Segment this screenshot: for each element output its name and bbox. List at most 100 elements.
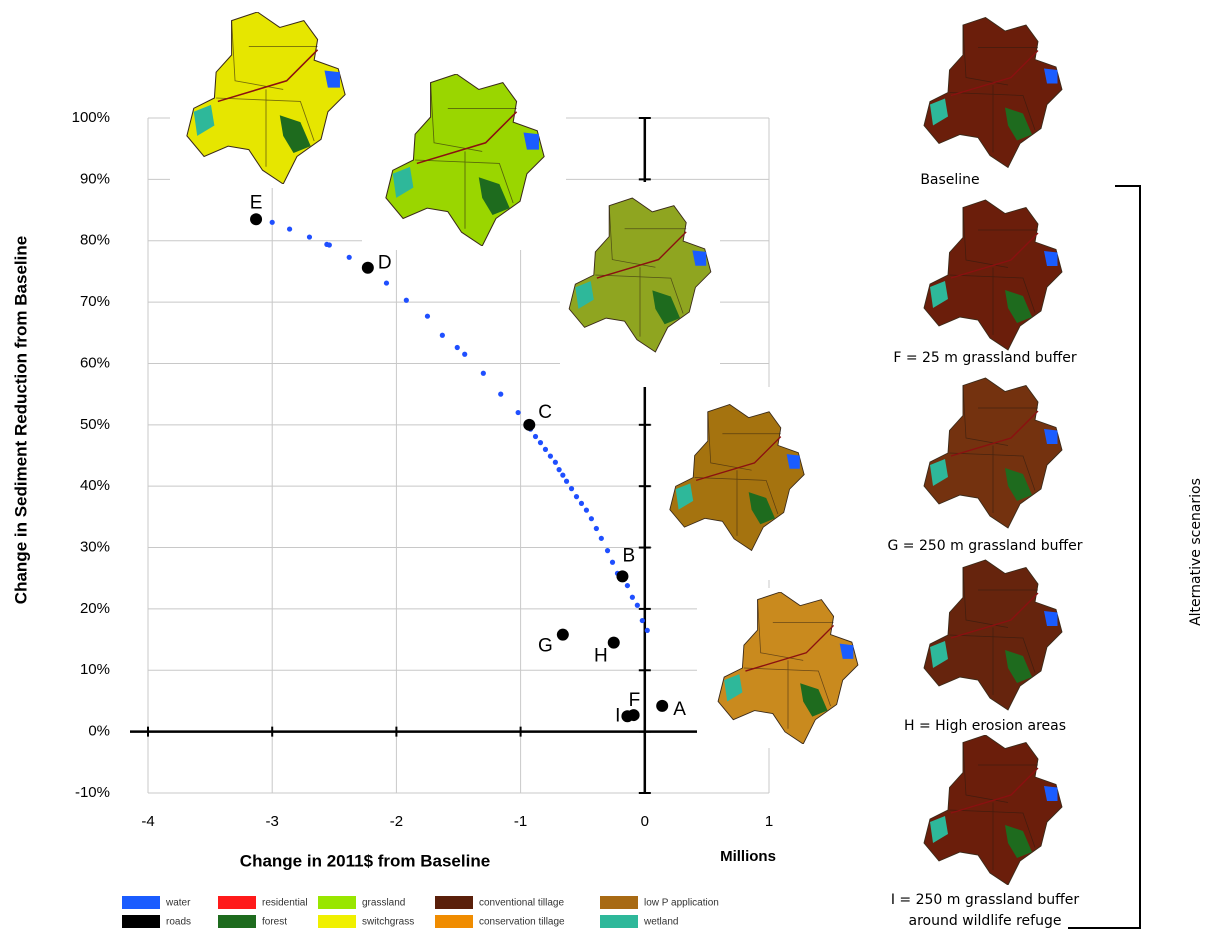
y-tick-label: 0% xyxy=(88,723,110,740)
x-tick-label: 1 xyxy=(765,813,773,830)
legend-swatch xyxy=(122,915,160,928)
marks: E D C B G H IF A xyxy=(250,192,686,726)
map-in-plot xyxy=(170,10,362,188)
x-tick-label: -3 xyxy=(266,813,279,830)
map-caption: Baseline xyxy=(920,172,979,188)
labeled-point xyxy=(616,570,629,583)
x-axis-unit: Millions xyxy=(720,848,776,865)
y-tick-label: 10% xyxy=(80,661,110,678)
frontier-point xyxy=(583,507,590,513)
legend-swatch xyxy=(435,915,473,928)
frontier-point xyxy=(573,494,580,500)
legend-label: grassland xyxy=(362,898,405,909)
legend-swatch xyxy=(122,896,160,909)
bracket xyxy=(1068,185,1141,929)
frontier-point xyxy=(556,467,562,473)
map xyxy=(923,377,1063,529)
frontier-point xyxy=(644,627,650,633)
frontier-point xyxy=(568,486,575,492)
frontier-point xyxy=(383,280,390,286)
legend-swatch xyxy=(218,915,256,928)
point-label: A xyxy=(673,699,686,720)
frontier-point xyxy=(403,297,409,303)
annotations: Change in Sediment Reduction from Baseli… xyxy=(11,172,1204,929)
legend-label: wetland xyxy=(643,917,678,928)
legend-swatch xyxy=(218,896,256,909)
labeled-point xyxy=(523,418,536,431)
frontier-point xyxy=(634,602,640,608)
legend-label: switchgrass xyxy=(362,917,414,928)
y-tick-label: 40% xyxy=(80,477,110,494)
frontier-point xyxy=(532,433,539,440)
legend-label: conventional tillage xyxy=(479,898,564,909)
map-caption: H = High erosion areas xyxy=(904,718,1066,734)
y-tick-label: 30% xyxy=(80,539,110,556)
frontier-point xyxy=(578,500,585,506)
frontier-point xyxy=(515,409,521,416)
y-tick-label: 60% xyxy=(80,354,110,371)
frontier-point xyxy=(588,516,594,522)
legend-label: low P application xyxy=(644,898,719,909)
legend-swatch xyxy=(600,896,638,909)
map xyxy=(923,16,1063,169)
y-tick-label: 100% xyxy=(72,109,110,126)
frontier-point xyxy=(286,226,293,232)
frontier-point xyxy=(480,370,486,376)
point-label: G xyxy=(538,636,553,657)
point-label: B xyxy=(622,545,635,566)
frontier-point xyxy=(542,446,549,452)
map-caption: F = 25 m grassland buffer xyxy=(893,350,1077,366)
map xyxy=(923,735,1063,885)
legend-label: roads xyxy=(166,917,191,928)
legend-label: water xyxy=(165,898,191,909)
frontier-point xyxy=(424,313,431,319)
frontier-point xyxy=(593,525,599,532)
map-in-plot xyxy=(652,387,812,580)
point-label: I xyxy=(615,705,620,726)
y-tick-label: 80% xyxy=(80,232,110,249)
legend-swatch xyxy=(318,915,356,928)
legend-swatch xyxy=(600,915,638,928)
frontier-point xyxy=(624,582,631,589)
map-in-plot xyxy=(697,588,877,748)
legend-swatch xyxy=(318,896,356,909)
map xyxy=(923,199,1063,351)
frontier-point xyxy=(326,242,332,248)
map-caption: I = 250 m grassland buffer xyxy=(891,892,1080,908)
map-in-plot xyxy=(362,70,566,250)
point-label: F xyxy=(629,690,641,711)
y-tick-label: 20% xyxy=(80,600,110,617)
frontier-point xyxy=(560,472,566,478)
bracket-label: Alternative scenarios xyxy=(1188,478,1204,626)
map-caption: around wildlife refuge xyxy=(909,913,1062,929)
legend-label: residential xyxy=(262,898,308,909)
labeled-point xyxy=(656,699,669,712)
y-axis-title: Change in Sediment Reduction from Baseli… xyxy=(11,236,30,604)
y-tick-label: -10% xyxy=(75,784,110,801)
y-tick-label: 50% xyxy=(80,416,110,433)
map-caption: G = 250 m grassland buffer xyxy=(887,538,1082,554)
frontier-point xyxy=(269,219,275,225)
map xyxy=(923,559,1063,711)
frontier-point xyxy=(462,351,468,357)
frontier-point xyxy=(306,234,313,240)
labeled-point xyxy=(361,261,374,274)
point-label: D xyxy=(378,253,392,274)
maps xyxy=(170,10,1063,885)
map-in-plot xyxy=(560,182,720,387)
x-tick-label: -2 xyxy=(390,813,403,830)
y-tick-label: 90% xyxy=(80,170,110,187)
frontier-point xyxy=(604,548,611,554)
point-label: C xyxy=(538,402,552,423)
frontier-point xyxy=(537,440,544,446)
legend-label: forest xyxy=(262,917,287,928)
x-tick-label: 0 xyxy=(641,813,649,830)
x-tick-label: -1 xyxy=(514,813,527,830)
y-tick-label: 70% xyxy=(80,293,110,310)
frontier-point xyxy=(439,332,445,338)
labeled-point xyxy=(556,628,569,641)
x-tick-label: -4 xyxy=(141,813,154,830)
point-label: E xyxy=(250,192,263,213)
legend-label: conservation tillage xyxy=(479,917,565,928)
